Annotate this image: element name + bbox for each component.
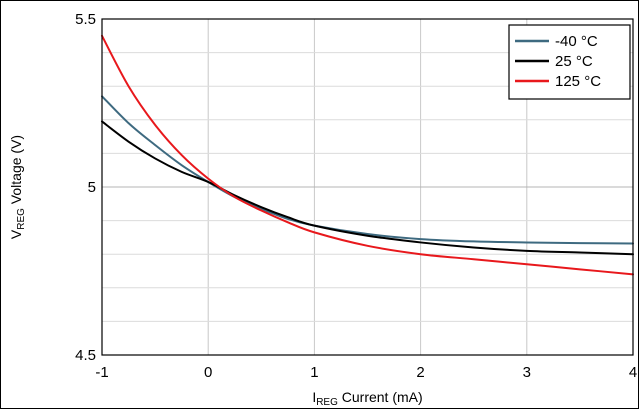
legend-label-1: 25 °C: [555, 53, 593, 70]
x-tick-label: 1: [310, 364, 318, 381]
x-axis-label-rest: Current (mA): [338, 389, 423, 405]
series-line-2: [101, 34, 634, 276]
y-tick-label: 4.5: [75, 347, 96, 364]
x-tick-label: 3: [523, 364, 531, 381]
x-tick-label: -1: [95, 364, 108, 381]
x-axis-label-subscript: REG: [316, 397, 338, 408]
y-axis-label: VREG Voltage (V): [8, 135, 27, 239]
y-axis-label-rest: Voltage (V): [8, 135, 24, 208]
legend-label-2: 125 °C: [555, 73, 601, 90]
tick-label-layer: -1 0 1 2 3 4 4.5 5 5.5: [75, 11, 637, 381]
x-tick-label: 0: [204, 364, 212, 381]
x-axis-label-prefix: I: [312, 389, 316, 405]
x-tick-label: 4: [629, 364, 637, 381]
y-axis-label-prefix: V: [8, 229, 24, 239]
x-axis-label: IREG Current (mA): [312, 389, 422, 408]
legend: -40 °C 25 °C 125 °C: [508, 24, 631, 100]
legend-items: -40 °C 25 °C 125 °C: [515, 33, 601, 90]
y-axis-label-subscript: REG: [16, 208, 27, 230]
plot-area-frame: [101, 18, 634, 356]
x-tick-label: 2: [416, 364, 424, 381]
legend-label-0: -40 °C: [555, 33, 598, 50]
y-tick-label: 5: [88, 179, 96, 196]
y-tick-label: 5.5: [75, 11, 96, 28]
series-layer: [101, 34, 634, 276]
series-line-0: [101, 95, 634, 245]
series-line-1: [101, 120, 634, 256]
